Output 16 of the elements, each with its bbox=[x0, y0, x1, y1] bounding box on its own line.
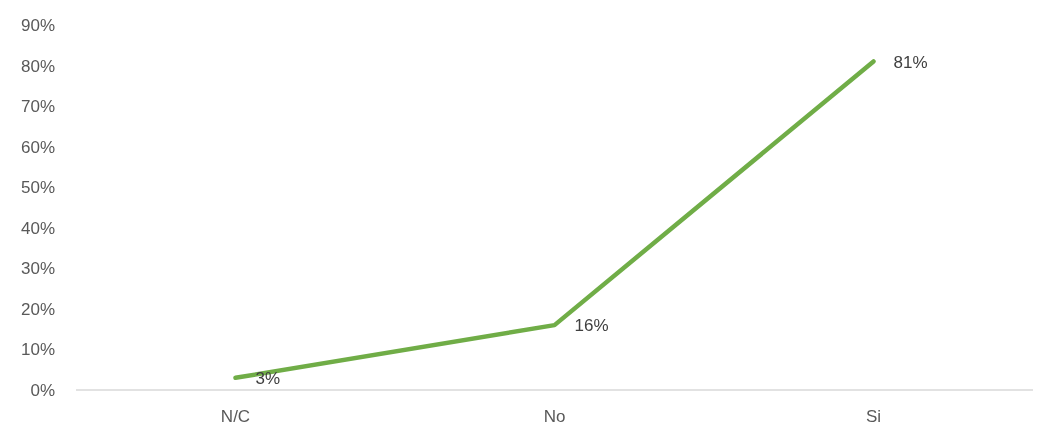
x-tick-label: Si bbox=[865, 407, 882, 426]
y-tick-label: 60% bbox=[20, 137, 55, 157]
x-tick-label: No bbox=[543, 407, 566, 426]
text: 16% bbox=[574, 316, 609, 336]
x-tick-label: N/C bbox=[220, 407, 251, 426]
y-tick-label: 40% bbox=[20, 218, 55, 238]
text: 3% bbox=[255, 368, 281, 388]
y-tick-label: 80% bbox=[20, 56, 55, 76]
y-tick-label: 10% bbox=[20, 340, 55, 360]
text: 81% bbox=[893, 52, 928, 72]
y-tick-label: 0% bbox=[30, 381, 55, 400]
y-tick-label: 20% bbox=[20, 299, 55, 319]
y-tick-label: 70% bbox=[20, 97, 55, 117]
y-tick-label: 90% bbox=[20, 16, 55, 35]
y-tick-label: 50% bbox=[20, 178, 55, 198]
y-tick-label: 30% bbox=[20, 259, 55, 279]
